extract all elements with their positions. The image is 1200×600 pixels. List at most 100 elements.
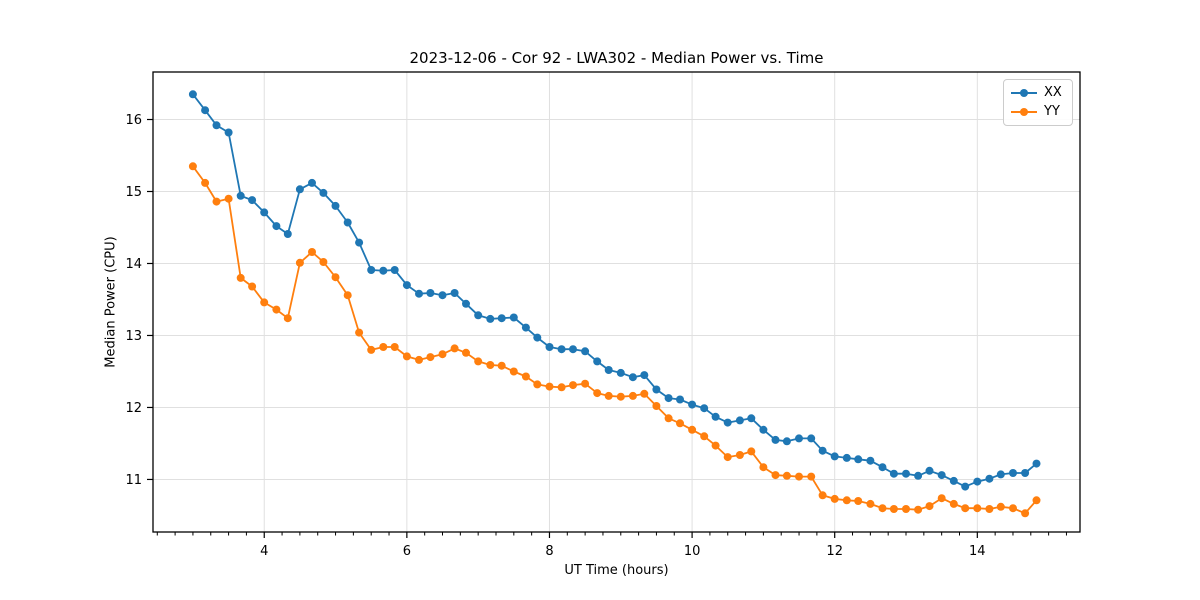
data-point-xx — [581, 347, 590, 356]
data-point-yy — [533, 380, 542, 389]
data-point-yy — [557, 383, 566, 392]
data-point-yy — [569, 381, 577, 390]
data-point-xx — [664, 394, 673, 403]
data-point-yy — [486, 361, 495, 369]
data-point-yy — [212, 197, 221, 206]
legend-line-sample-xx — [1011, 89, 1037, 97]
data-point-yy — [545, 382, 554, 391]
data-point-yy — [640, 389, 649, 398]
data-point-xx — [545, 343, 554, 351]
data-point-xx — [996, 470, 1005, 479]
data-point-xx — [331, 201, 340, 210]
data-point-yy — [842, 496, 851, 505]
data-point-xx — [355, 238, 364, 247]
legend-marker-yy — [1020, 108, 1028, 116]
data-point-yy — [1021, 509, 1030, 518]
data-point-yy — [521, 372, 530, 381]
data-point-yy — [390, 343, 399, 351]
x-tick-label: 12 — [826, 544, 843, 559]
data-point-xx — [367, 266, 376, 274]
data-point-xx — [795, 434, 803, 443]
data-point-yy — [581, 379, 590, 388]
data-point-yy — [996, 502, 1005, 511]
data-point-xx — [676, 395, 684, 404]
data-point-xx — [640, 371, 649, 380]
data-point-xx — [711, 412, 720, 421]
data-point-xx — [949, 476, 958, 485]
data-point-xx — [961, 482, 970, 491]
data-point-yy — [628, 391, 637, 400]
data-point-yy — [866, 499, 875, 508]
data-point-yy — [795, 472, 803, 481]
data-point-xx — [735, 416, 744, 425]
data-point-xx — [474, 311, 483, 320]
data-point-xx — [450, 289, 459, 297]
data-point-xx — [462, 299, 470, 308]
data-point-yy — [438, 350, 447, 359]
data-point-yy — [925, 502, 934, 511]
data-point-xx — [212, 121, 221, 130]
data-point-xx — [723, 418, 732, 427]
x-axis-label: UT Time (hours) — [564, 563, 669, 578]
data-point-yy — [961, 504, 970, 513]
data-point-xx — [842, 453, 851, 462]
data-point-xx — [747, 414, 756, 423]
data-point-yy — [367, 345, 376, 354]
data-point-xx — [604, 366, 613, 374]
data-point-xx — [878, 463, 887, 472]
data-point-yy — [949, 499, 958, 508]
data-point-xx — [902, 469, 910, 478]
data-point-xx — [889, 469, 898, 478]
data-point-xx — [1032, 459, 1041, 468]
data-point-yy — [1032, 496, 1041, 505]
data-point-yy — [236, 273, 245, 282]
legend: XX YY — [1003, 79, 1073, 126]
legend-line-sample-yy — [1011, 108, 1037, 116]
data-point-yy — [711, 441, 720, 450]
data-point-yy — [474, 357, 483, 366]
data-point-yy — [723, 453, 732, 462]
data-point-xx — [1021, 469, 1030, 477]
data-point-xx — [224, 128, 233, 137]
data-point-xx — [379, 266, 388, 275]
data-point-xx — [497, 314, 506, 323]
legend-item-xx: XX — [1011, 86, 1064, 100]
data-point-yy — [260, 298, 269, 307]
data-point-yy — [759, 463, 768, 472]
series-line-xx — [192, 93, 1038, 488]
data-point-yy — [593, 389, 602, 398]
data-point-xx — [593, 357, 602, 366]
data-point-xx — [866, 456, 875, 465]
data-point-yy — [771, 471, 780, 480]
data-point-xx — [652, 385, 661, 394]
data-point-xx — [308, 178, 316, 187]
x-tick-label: 8 — [545, 544, 553, 559]
data-point-xx — [830, 452, 839, 461]
data-point-xx — [1009, 469, 1017, 477]
y-tick-label: 11 — [125, 473, 142, 488]
data-point-xx — [533, 333, 542, 342]
x-tick-label: 14 — [969, 544, 986, 559]
data-point-xx — [201, 106, 210, 115]
data-point-xx — [700, 404, 709, 413]
data-point-yy — [889, 505, 898, 513]
data-point-xx — [343, 218, 352, 227]
data-point-yy — [616, 392, 625, 401]
data-point-xx — [390, 266, 399, 274]
data-point-xx — [272, 222, 281, 231]
data-point-yy — [201, 178, 210, 187]
y-tick-label: 12 — [125, 401, 142, 416]
data-point-xx — [557, 345, 566, 354]
data-point-yy — [343, 291, 352, 300]
data-point-xx — [438, 291, 447, 300]
data-point-yy — [902, 505, 910, 513]
data-point-xx — [818, 446, 827, 455]
data-point-yy — [664, 414, 673, 423]
data-point-yy — [462, 348, 470, 357]
data-point-xx — [688, 400, 697, 409]
data-point-yy — [426, 353, 435, 362]
data-point-yy — [688, 425, 697, 434]
data-point-xx — [914, 471, 923, 480]
